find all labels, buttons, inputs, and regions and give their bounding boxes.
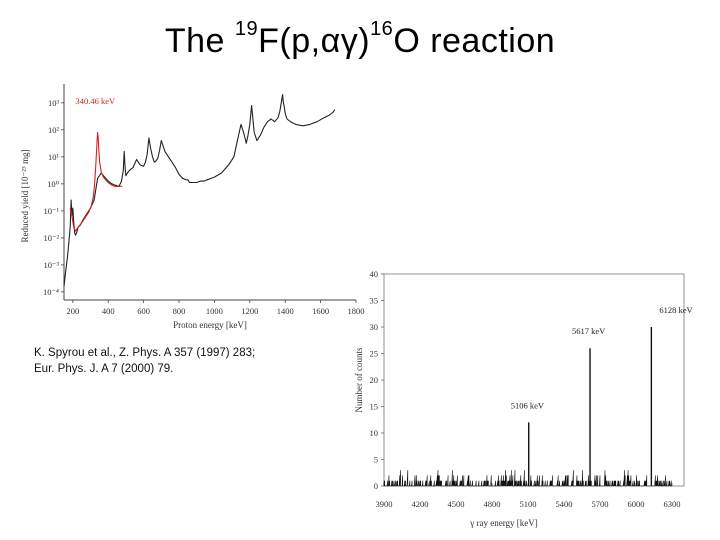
spectrum-x-tick-label: 4500 — [448, 499, 465, 509]
spectrum-y-axis-label: Number of counts — [354, 347, 364, 412]
spectrum-y-tick-label: 20 — [370, 375, 379, 385]
spectrum-peak-label: 6128 keV — [659, 305, 693, 315]
yield-series-black — [63, 94, 336, 287]
yield-y-tick-label: 10² — [48, 125, 60, 135]
spectrum-x-tick-label: 5700 — [592, 499, 609, 509]
spectrum-x-axis-label: γ ray energy [keV] — [469, 518, 538, 528]
slide-title: The 19F(p,αγ)16O reaction — [0, 18, 720, 61]
spectrum-y-tick-label: 40 — [370, 269, 379, 279]
spectrum-y-tick-label: 0 — [374, 481, 378, 491]
yield-y-tick-label: 10⁻¹ — [43, 206, 59, 216]
yield-annotation: 340.46 keV — [76, 96, 117, 106]
spectrum-y-tick-label: 35 — [370, 296, 379, 306]
title-mid: F(p,αγ) — [258, 22, 371, 60]
yield-y-tick-label: 10⁻³ — [43, 260, 59, 270]
spectrum-y-tick-label: 5 — [374, 455, 378, 465]
spectrum-x-tick-label: 6300 — [664, 499, 681, 509]
yield-x-tick-label: 400 — [102, 306, 115, 316]
spectrum-x-tick-label: 4200 — [412, 499, 429, 509]
spectrum-y-tick-label: 15 — [370, 402, 379, 412]
citation-line-1: K. Spyrou et al., Z. Phys. A 357 (1997) … — [34, 347, 256, 359]
yield-x-tick-label: 600 — [137, 306, 150, 316]
yield-x-tick-label: 800 — [173, 306, 186, 316]
spectrum-x-tick-label: 5400 — [556, 499, 573, 509]
yield-y-tick-label: 10⁰ — [47, 179, 60, 189]
yield-series-red — [69, 131, 123, 232]
spectrum-x-tick-label: 6000 — [628, 499, 645, 509]
spectrum-y-tick-label: 10 — [370, 428, 379, 438]
yield-x-tick-label: 200 — [66, 306, 79, 316]
title-sup-16: 16 — [370, 18, 394, 40]
spectrum-background — [383, 470, 672, 487]
spectrum-x-tick-label: 3900 — [376, 499, 393, 509]
yield-x-tick-label: 1400 — [277, 306, 294, 316]
yield-x-axis-label: Proton energy [keV] — [173, 320, 247, 330]
spectrum-y-tick-label: 30 — [370, 322, 379, 332]
yield-y-axis-label: Reduced yield [10⁻²³ mg] — [20, 150, 30, 243]
yield-y-tick-label: 10⁻² — [43, 233, 59, 243]
citation-line-2: Eur. Phys. J. A 7 (2000) 79. — [34, 363, 174, 375]
citation: K. Spyrou et al., Z. Phys. A 357 (1997) … — [34, 345, 255, 377]
spectrum-frame — [383, 273, 685, 487]
spectrum-x-tick-label: 5100 — [520, 499, 537, 509]
spectrum-peak-label: 5617 keV — [572, 326, 606, 336]
yield-y-tick-label: 10⁻⁴ — [43, 287, 59, 297]
spectrum-x-tick-label: 4800 — [484, 499, 501, 509]
title-suffix: O reaction — [393, 22, 556, 60]
spectrum-peak-label: 5106 keV — [511, 400, 545, 410]
title-sup-19: 19 — [234, 18, 259, 40]
yield-x-tick-label: 1600 — [312, 306, 329, 316]
yield-y-tick-label: 10³ — [48, 98, 60, 108]
title-prefix: The — [164, 22, 235, 60]
yield-x-tick-label: 1800 — [348, 306, 365, 316]
spectrum-y-tick-label: 25 — [370, 349, 379, 359]
yield-x-tick-label: 1000 — [206, 306, 223, 316]
yield-y-tick-label: 10¹ — [48, 152, 60, 162]
yield-x-tick-label: 1200 — [241, 306, 258, 316]
